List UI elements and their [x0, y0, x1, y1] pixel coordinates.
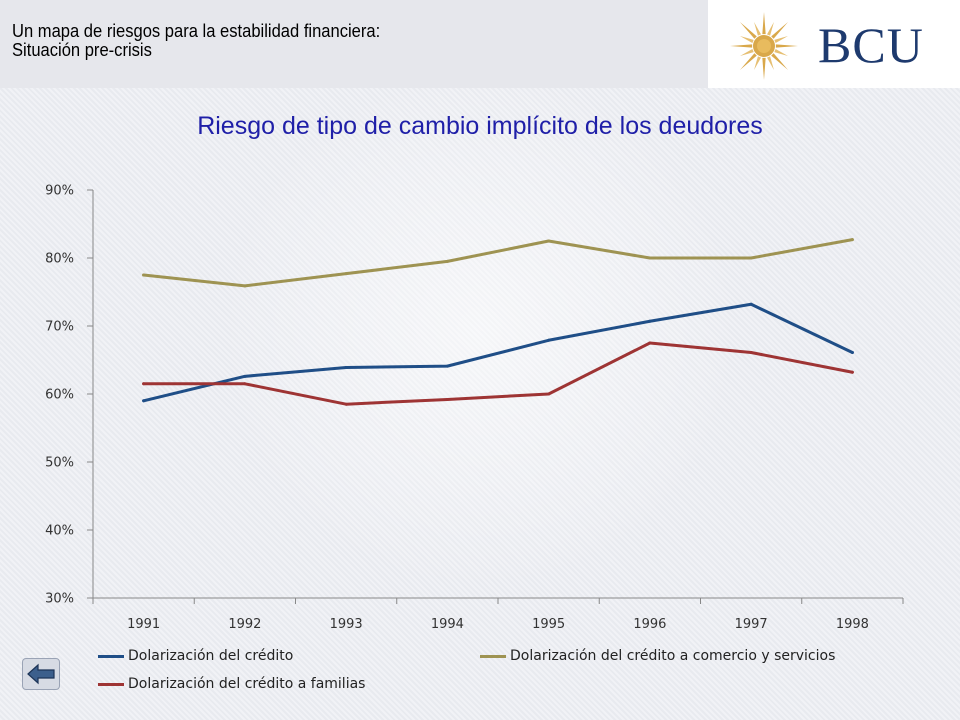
sun-ray: [771, 53, 789, 71]
series-line-2: [142, 341, 854, 406]
sun-ray: [774, 36, 789, 43]
data-point: [142, 273, 146, 277]
chart-plot-area: [142, 238, 854, 406]
sun-ray: [739, 53, 757, 71]
data-point: [749, 302, 753, 306]
x-tick-label: 1998: [836, 617, 869, 632]
legend-label: Dolarización del crédito: [128, 648, 294, 664]
sun-ray: [739, 49, 754, 56]
x-tick-label: 1991: [127, 617, 160, 632]
sun-ray: [767, 56, 774, 71]
chart-axes: 30% 40% 50% 60% 70% 80% 90% 1991 1992 1993 1994 199…: [45, 184, 904, 632]
sun-ray: [739, 21, 757, 39]
x-tick-label: 1992: [228, 617, 261, 632]
y-tick-label: 30%: [45, 592, 74, 607]
data-point: [344, 402, 348, 406]
y-tick-label: 40%: [45, 524, 74, 539]
sun-ray: [775, 44, 798, 48]
sun-ray: [762, 12, 766, 35]
data-point: [243, 382, 247, 386]
data-point: [749, 256, 753, 260]
data-point: [142, 382, 146, 386]
legend-label: Dolarización del crédito a comercio y se…: [510, 648, 836, 664]
legend-item-comercio: Dolarización del crédito a comercio y se…: [480, 648, 835, 664]
sun-ray: [762, 57, 766, 80]
data-point: [850, 351, 854, 355]
data-point: [648, 319, 652, 323]
sun-ray: [774, 49, 789, 56]
data-point: [648, 256, 652, 260]
data-point: [749, 351, 753, 355]
data-point: [850, 238, 854, 242]
logo-panel: [708, 0, 960, 88]
data-point: [142, 399, 146, 403]
x-tick-label: 1995: [532, 617, 565, 632]
chart-title: Riesgo de tipo de cambio implícito de lo…: [197, 112, 763, 140]
y-tick-label: 60%: [45, 388, 74, 403]
y-tick-label: 90%: [45, 184, 74, 199]
x-tick-label: 1996: [633, 617, 666, 632]
data-point: [547, 392, 551, 396]
sun-emblem-icon: [730, 12, 798, 80]
sun-ray: [771, 21, 789, 39]
sun-ray: [730, 44, 753, 48]
legend-swatch: [98, 682, 124, 686]
y-tick-label: 70%: [45, 320, 74, 335]
legend-item-credito: Dolarización del crédito: [98, 648, 293, 664]
data-point: [344, 272, 348, 276]
x-tick-label: 1993: [330, 617, 363, 632]
data-point: [445, 364, 449, 368]
data-point: [547, 338, 551, 342]
data-point: [648, 341, 652, 345]
legend-item-familias: Dolarización del crédito a familias: [98, 676, 365, 692]
legend-swatch: [480, 654, 506, 658]
data-point: [850, 370, 854, 374]
sun-ray: [754, 56, 761, 71]
y-tick-label: 50%: [45, 456, 74, 471]
slide-title: Un mapa de riesgos para la estabilidad f…: [12, 21, 381, 60]
data-point: [445, 259, 449, 263]
legend-swatch: [98, 654, 124, 658]
back-button[interactable]: [22, 658, 60, 690]
data-point: [243, 284, 247, 288]
series-line-0: [142, 302, 854, 403]
x-tick-label: 1994: [431, 617, 464, 632]
sun-ray: [767, 21, 774, 36]
sun-ray: [739, 36, 754, 43]
data-point: [445, 397, 449, 401]
y-tick-label: 80%: [45, 252, 74, 267]
back-arrow-icon: [27, 663, 55, 685]
x-tick-label: 1997: [735, 617, 768, 632]
logo-text: BCU: [818, 17, 924, 73]
data-point: [547, 239, 551, 243]
legend-label: Dolarización del crédito a familias: [128, 676, 366, 692]
data-point: [243, 374, 247, 378]
series-line-1: [142, 238, 854, 288]
sun-ray: [754, 21, 761, 36]
data-point: [344, 365, 348, 369]
